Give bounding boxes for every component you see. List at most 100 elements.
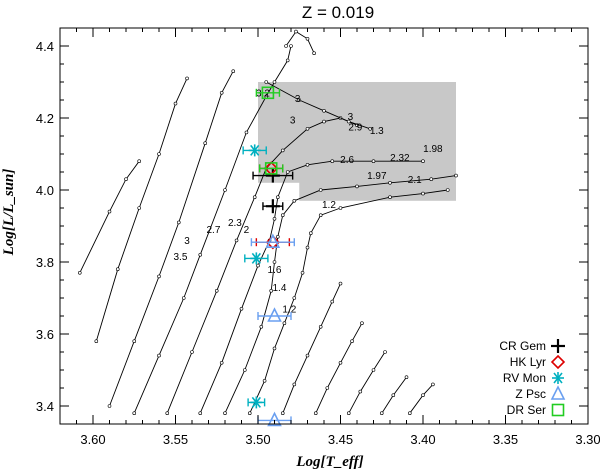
track-4-point-8 — [272, 80, 277, 84]
track-line-4 — [133, 45, 292, 414]
dr-ser-point-1 — [261, 86, 275, 100]
track-11-point-1 — [346, 411, 351, 416]
track-10-point-4 — [350, 339, 354, 344]
track-3-point-1 — [107, 404, 112, 408]
mass-label-15: 2 — [244, 225, 250, 236]
track-7-point-6 — [275, 235, 280, 239]
rv-mon-point-2 — [250, 252, 263, 265]
track-6-point-1 — [198, 411, 203, 416]
track-10-point-2 — [325, 386, 330, 390]
z-psc-point-2 — [267, 307, 282, 322]
x-tick-label-4: 3.45 — [328, 432, 353, 447]
track-4-point-5 — [223, 188, 227, 192]
mass-label-14: 2.7 — [206, 225, 220, 236]
track-12-point-1 — [379, 411, 384, 416]
track-1-point-2 — [107, 209, 112, 214]
track-4-point-1 — [132, 411, 137, 416]
track-13-point-1 — [407, 411, 412, 416]
legend-marker-hk-lyr — [550, 354, 566, 370]
track-7-point-13 — [454, 173, 458, 178]
track-5-point-1 — [165, 411, 170, 416]
track-6-point-7 — [275, 195, 280, 199]
track-8-point-7 — [305, 245, 310, 250]
track-line-8 — [249, 189, 448, 414]
track-6-point-6 — [272, 217, 277, 221]
mass-label-5: 2.9 — [348, 123, 362, 134]
y-axis-label: Log[L/L_sun] — [1, 169, 17, 257]
legend-marker-z-psc — [550, 385, 566, 400]
track-1-point-1 — [78, 270, 82, 275]
mass-label-3: 3 — [290, 115, 296, 126]
track-4-point-4 — [198, 253, 203, 257]
x-tick-label-7: 3.30 — [575, 432, 600, 447]
track-8-point-13 — [445, 188, 450, 192]
legend-marker-dr-ser — [551, 403, 565, 417]
track-10-point-5 — [360, 321, 364, 326]
track-11-point-3 — [371, 368, 376, 372]
mass-label-4: 3 — [348, 112, 354, 123]
mass-label-18: 1.6 — [268, 265, 282, 276]
track-4-point-9 — [285, 58, 290, 63]
track-2-point-4 — [157, 152, 161, 156]
track-3-point-6 — [219, 91, 224, 95]
track-12-point-2 — [391, 393, 396, 398]
track-14-point-1 — [284, 44, 288, 48]
track-line-11 — [348, 351, 386, 414]
track-9-point-3 — [305, 353, 310, 358]
track-2-point-1 — [94, 339, 99, 344]
track-8-point-1 — [247, 411, 252, 416]
track-8-point-8 — [308, 231, 313, 235]
y-tick-label-1: 3.4 — [36, 399, 54, 414]
x-tick-label-5: 3.40 — [410, 432, 435, 447]
rv-mon-point-1 — [248, 144, 261, 157]
mass-label-20: 1.2 — [282, 304, 296, 315]
track-3-point-2 — [132, 339, 137, 344]
track-6-point-3 — [239, 306, 244, 311]
track-15-point-3 — [322, 109, 326, 113]
track-14-point-3 — [305, 36, 310, 41]
mass-label-19: 1.4 — [272, 283, 286, 294]
track-5-point-4 — [234, 238, 239, 243]
x-axis-label: Log[T_eff] — [295, 454, 363, 470]
track-15-point-2 — [297, 98, 302, 102]
track-9-point-2 — [292, 382, 297, 387]
track-1-point-4 — [137, 159, 141, 163]
x-tick-label-2: 3.55 — [163, 432, 188, 447]
track-7-point-7 — [280, 213, 285, 217]
track-8-point-6 — [300, 270, 305, 275]
track-8-point-12 — [421, 191, 425, 196]
track-7-point-5 — [272, 260, 277, 264]
track-8-point-2 — [262, 378, 267, 383]
chart-title: Z = 0.019 — [302, 3, 374, 22]
track-3-point-5 — [203, 141, 207, 145]
track-9-point-1 — [280, 411, 285, 416]
mass-label-11: 2.1 — [408, 175, 422, 186]
track-7-point-8 — [292, 199, 297, 203]
track-7-point-3 — [259, 324, 264, 329]
mass-label-2: 3 — [295, 94, 301, 105]
track-5-point-2 — [190, 350, 194, 354]
hk-lyr-point-2 — [265, 235, 280, 250]
legend-label-hk-lyr: HK Lyr — [510, 355, 546, 369]
y-tick-label-2: 3.6 — [36, 327, 54, 342]
track-line-10 — [315, 322, 363, 414]
y-tick-label-4: 4.0 — [36, 183, 54, 198]
track-2-point-6 — [185, 76, 189, 81]
legend-label-rv-mon: RV Mon — [503, 371, 546, 385]
track-8-point-10 — [338, 206, 343, 210]
x-tick-label-1: 3.60 — [80, 432, 105, 447]
track-4-point-3 — [181, 296, 186, 300]
track-9-point-4 — [318, 324, 323, 329]
track-5-point-3 — [214, 288, 219, 293]
rv-mon-point-3 — [250, 396, 263, 409]
track-4-point-2 — [157, 353, 161, 358]
track-4-point-6 — [244, 130, 249, 135]
shaded-region-notch — [258, 182, 300, 201]
track-13-point-3 — [431, 382, 435, 387]
track-5-point-8 — [305, 127, 310, 131]
track-6-point-9 — [305, 163, 310, 167]
track-7-point-12 — [429, 177, 434, 181]
track-11-point-4 — [383, 350, 387, 354]
mass-label-17: 3.5 — [173, 252, 187, 263]
